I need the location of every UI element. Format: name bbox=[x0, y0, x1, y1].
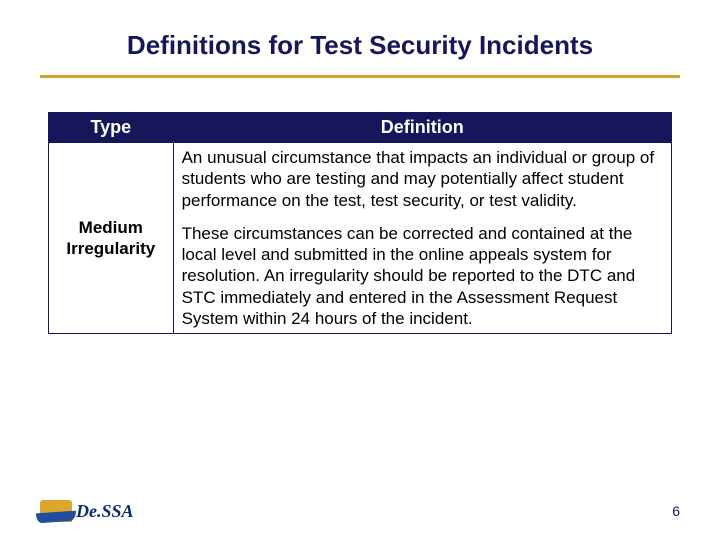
definition-paragraph-1: An unusual circumstance that impacts an … bbox=[182, 147, 663, 211]
logo-text: De.SSA bbox=[76, 501, 134, 522]
cell-type: MediumIrregularity bbox=[49, 143, 174, 334]
footer-logo: De.SSA bbox=[40, 500, 134, 522]
definitions-table-wrap: Type Definition MediumIrregularity An un… bbox=[48, 112, 672, 334]
table-row: MediumIrregularity An unusual circumstan… bbox=[49, 143, 672, 334]
definitions-table: Type Definition MediumIrregularity An un… bbox=[48, 112, 672, 334]
cell-definition: An unusual circumstance that impacts an … bbox=[173, 143, 671, 334]
header-definition: Definition bbox=[173, 113, 671, 143]
slide: Definitions for Test Security Incidents … bbox=[0, 0, 720, 540]
table-header-row: Type Definition bbox=[49, 113, 672, 143]
logo-icon bbox=[40, 500, 72, 522]
header-type: Type bbox=[49, 113, 174, 143]
slide-title: Definitions for Test Security Incidents bbox=[40, 24, 680, 78]
slide-footer: De.SSA 6 bbox=[0, 500, 720, 522]
definition-paragraph-2: These circumstances can be corrected and… bbox=[182, 223, 663, 329]
page-number: 6 bbox=[672, 503, 680, 519]
